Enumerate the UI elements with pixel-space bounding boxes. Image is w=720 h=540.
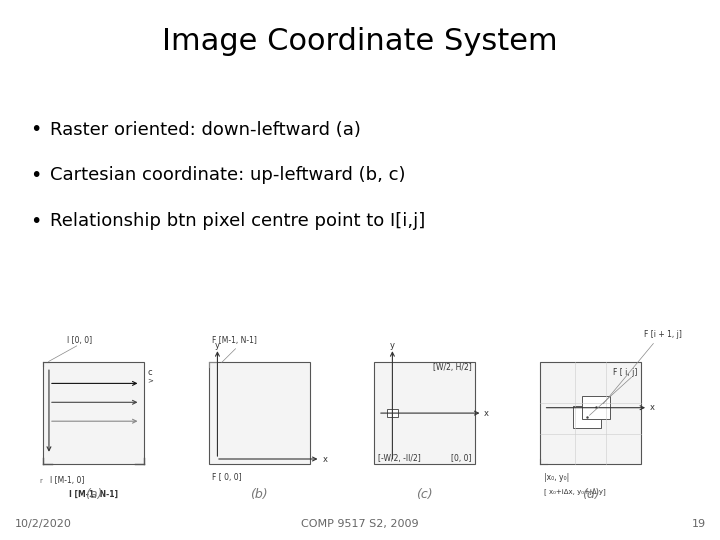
Text: •: • [30,166,42,185]
Text: c: c [148,368,152,377]
Text: (b): (b) [251,488,268,501]
Text: Cartesian coordinate: up-leftward (b, c): Cartesian coordinate: up-leftward (b, c) [50,166,406,185]
Text: [-W/2, -II/2]: [-W/2, -II/2] [378,455,420,463]
Text: I [M-1, 0]: I [M-1, 0] [50,476,85,485]
Text: x: x [649,403,654,412]
Bar [374,362,475,464]
Text: y: y [215,341,220,350]
Text: [W/2, H/2]: [W/2, H/2] [433,363,472,372]
Text: F [i + 1, j]: F [i + 1, j] [644,330,683,339]
Text: |x₀, y₀|: |x₀, y₀| [544,474,569,482]
Text: 10/2/2020: 10/2/2020 [14,519,71,529]
Text: COMP 9517 S2, 2009: COMP 9517 S2, 2009 [301,519,419,529]
Bar [573,406,601,429]
Text: •: • [30,212,42,231]
Text: y: y [390,341,395,350]
Text: •: • [30,120,42,139]
Text: (d): (d) [582,488,599,501]
Text: (a): (a) [85,488,102,501]
Text: x: x [323,455,328,463]
Text: >: > [148,377,153,384]
Text: r: r [40,477,42,484]
Text: Raster oriented: down-leftward (a): Raster oriented: down-leftward (a) [50,120,361,139]
Text: (c): (c) [416,488,433,501]
Bar [582,396,610,419]
Text: Image Coordinate System: Image Coordinate System [162,27,558,56]
Bar [43,362,144,464]
Text: 19: 19 [691,519,706,529]
Text: I [M-1, N-1]: I [M-1, N-1] [69,490,118,498]
Bar [540,362,641,464]
Text: F [M-1, N-1]: F [M-1, N-1] [212,336,257,345]
Text: x: x [484,409,489,417]
Text: F [ 0, 0]: F [ 0, 0] [212,474,242,482]
Text: Relationship btn pixel centre point to I[i,j]: Relationship btn pixel centre point to I… [50,212,426,231]
Text: [0, 0]: [0, 0] [451,455,472,463]
Bar [387,409,398,417]
Text: F [ i, j]: F [ i, j] [613,368,637,377]
Bar [209,362,310,464]
Text: [ x₀+iΔx, y₀+jΔ y]: [ x₀+iΔx, y₀+jΔ y] [544,488,606,495]
Text: I [0, 0]: I [0, 0] [67,336,91,345]
